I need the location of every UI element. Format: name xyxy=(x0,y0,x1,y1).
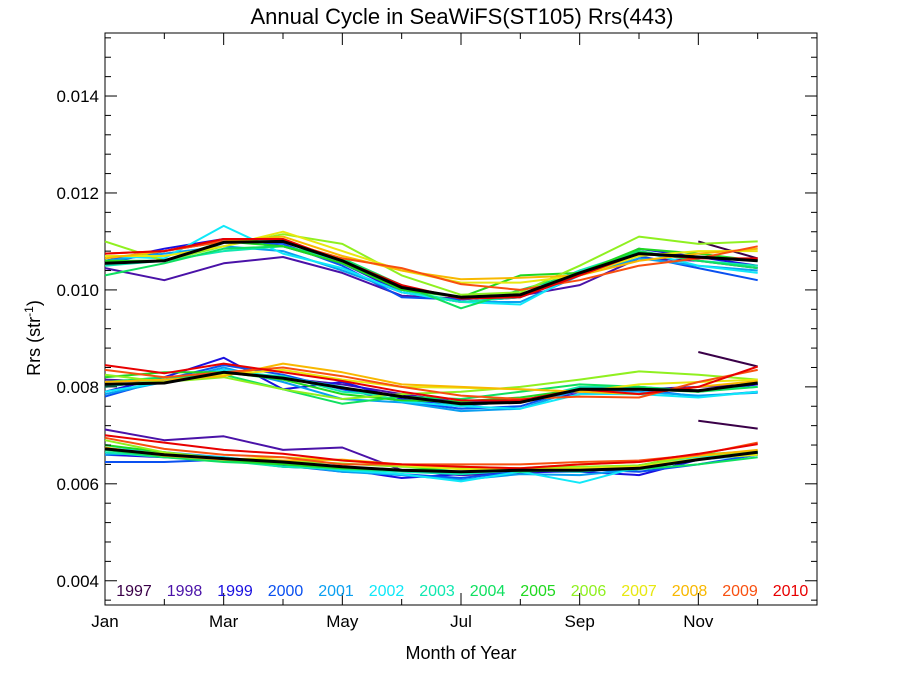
x-axis-label: Month of Year xyxy=(405,643,516,663)
legend-item-1999: 1999 xyxy=(217,583,253,600)
x-tick-label: Jul xyxy=(450,612,472,631)
legend-item-2004: 2004 xyxy=(470,583,506,600)
legend: 1997 1998 1999 2000 2001 2002 2003 2004 2005 2006… xyxy=(116,583,808,600)
x-tick-label: Mar xyxy=(209,612,239,631)
y-tick-label: 0.004 xyxy=(56,572,99,591)
climatology-middle-line xyxy=(104,370,758,406)
series-2010-lower-line xyxy=(104,434,758,470)
legend-item-2007: 2007 xyxy=(621,583,657,600)
series-1997-middle-line xyxy=(698,351,758,368)
series-2009-upper-line xyxy=(104,240,758,291)
legend-item-2000: 2000 xyxy=(268,583,304,600)
legend-item-2001: 2001 xyxy=(318,583,354,600)
y-axis-label-superscript: -1 xyxy=(22,306,36,317)
legend-item-2005: 2005 xyxy=(520,583,556,600)
legend-item-2002: 2002 xyxy=(369,583,405,600)
y-axis-label-close: ) xyxy=(24,300,44,306)
axes-layer: 0.004 0.006 0.008 0.010 0.012 0.014 Jan Mar May J… xyxy=(56,33,817,631)
legend-item-1998: 1998 xyxy=(167,583,203,600)
series-2006-middle-line xyxy=(104,370,758,400)
legend-item-1997: 1997 xyxy=(116,583,152,600)
x-tick-label: Jan xyxy=(91,612,118,631)
series-1997-lower-line xyxy=(698,419,758,430)
y-axis-label: Rrs (str-1) xyxy=(22,300,44,376)
y-tick-label: 0.008 xyxy=(56,378,99,397)
plot-frame xyxy=(104,32,818,606)
climatology-lower-line xyxy=(104,447,758,474)
legend-item-2009: 2009 xyxy=(722,583,758,600)
legend-item-2008: 2008 xyxy=(672,583,708,600)
y-tick-label: 0.014 xyxy=(56,87,99,106)
legend-item-2003: 2003 xyxy=(419,583,455,600)
y-tick-label: 0.010 xyxy=(56,281,99,300)
series-layer xyxy=(104,224,759,484)
series-2009-lower-line xyxy=(104,436,758,466)
x-tick-label: May xyxy=(326,612,359,631)
y-axis-label-main: Rrs (str xyxy=(24,317,44,376)
x-tick-label: Sep xyxy=(565,612,595,631)
y-tick-label: 0.006 xyxy=(56,475,99,494)
x-tick-label: Nov xyxy=(683,612,714,631)
y-tick-label: 0.012 xyxy=(56,184,99,203)
climatology-upper-line xyxy=(104,239,758,299)
plot-border xyxy=(104,32,818,606)
legend-item-2010: 2010 xyxy=(773,583,809,600)
legend-item-2006: 2006 xyxy=(571,583,607,600)
series-2010-middle-line xyxy=(104,362,759,402)
chart-title: Annual Cycle in SeaWiFS(ST105) Rrs(443) xyxy=(250,4,673,29)
